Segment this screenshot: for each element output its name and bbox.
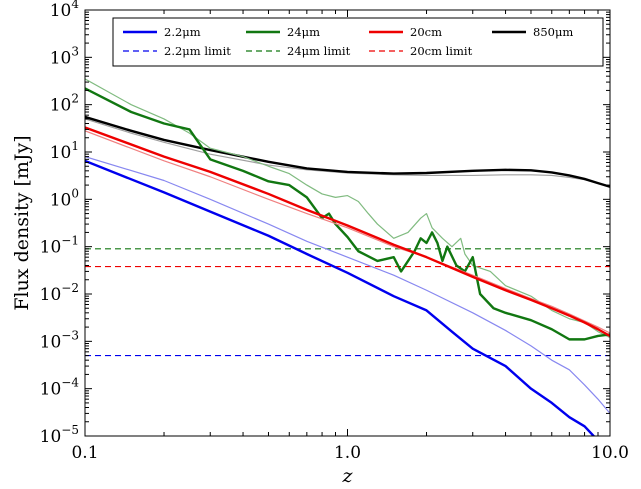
series-line-20cm <box>85 126 610 337</box>
legend-label-24um: 24μm <box>287 25 320 39</box>
y-tick-label: 10−4 <box>40 376 80 400</box>
series-line-20cm-thin <box>85 130 610 334</box>
y-tick-label: 100 <box>50 186 79 210</box>
y-tick-label: 10−3 <box>40 328 79 352</box>
legend-label-20cm-limit: 20cm limit <box>410 44 473 58</box>
x-tick-label: 10.0 <box>591 443 629 463</box>
y-axis-label: Flux density [mJy] <box>11 135 33 310</box>
x-tick-label: 0.1 <box>71 443 98 463</box>
y-tick-label: 102 <box>50 92 79 116</box>
series-line-24um-thin <box>85 78 610 339</box>
legend: 2.2μm 24μm 20cm 850μm 2.2μm limit 24μm limit 2… <box>112 17 604 67</box>
plot-frame <box>84 9 611 437</box>
y-tick-label: 10−2 <box>40 281 79 305</box>
x-tick-label: 1.0 <box>334 443 361 463</box>
y-tick-label: 10−1 <box>40 234 79 258</box>
y-tick-label: 10−5 <box>40 423 79 447</box>
series-line-850um <box>85 115 610 188</box>
y-tick-label: 101 <box>50 139 79 163</box>
series-line-2-2um <box>85 159 596 436</box>
series-line-24um <box>85 87 610 341</box>
y-tick-label: 104 <box>50 0 80 21</box>
x-axis-label: z <box>341 465 353 487</box>
legend-box <box>112 17 604 67</box>
y-tick-label: 103 <box>50 44 79 68</box>
series-line-2-2um-thin <box>85 156 610 414</box>
legend-label-20cm: 20cm <box>410 25 442 39</box>
legend-label-2-2um: 2.2μm <box>164 25 201 39</box>
ticks-layer: 0.1 1.0 10.0 10−5 10−4 10−3 10−2 10−1 100 101 102 1… <box>40 0 629 463</box>
legend-label-850um: 850μm <box>533 25 573 39</box>
legend-label-2-2um-limit: 2.2μm limit <box>164 44 231 58</box>
series-layer <box>85 78 610 436</box>
series-line-850um-thin <box>85 118 610 187</box>
legend-label-24um-limit: 24μm limit <box>287 44 351 58</box>
limit-lines-layer <box>85 248 610 357</box>
